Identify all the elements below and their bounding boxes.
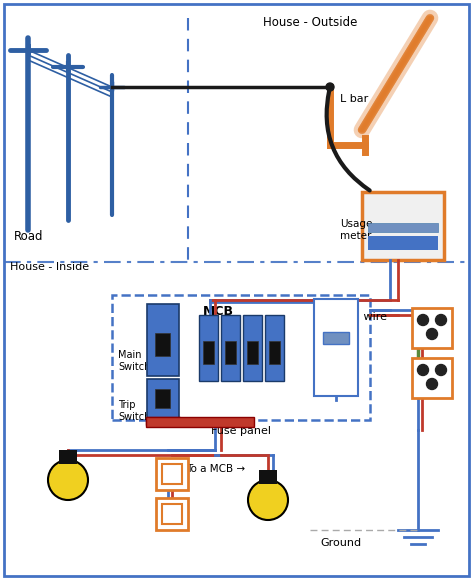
FancyBboxPatch shape [226, 340, 237, 364]
Text: Trip
Switch: Trip Switch [118, 400, 150, 422]
FancyBboxPatch shape [244, 314, 263, 380]
FancyBboxPatch shape [368, 236, 438, 250]
FancyBboxPatch shape [247, 340, 258, 364]
Text: House - Inside: House - Inside [10, 262, 89, 272]
Text: Fuse panel: Fuse panel [211, 426, 271, 436]
FancyBboxPatch shape [265, 314, 284, 380]
FancyBboxPatch shape [162, 464, 182, 484]
FancyBboxPatch shape [59, 450, 77, 464]
FancyBboxPatch shape [146, 417, 180, 425]
Circle shape [326, 83, 334, 91]
FancyBboxPatch shape [147, 379, 179, 421]
Circle shape [427, 328, 438, 339]
FancyBboxPatch shape [314, 299, 358, 396]
FancyBboxPatch shape [155, 332, 171, 356]
Circle shape [418, 364, 428, 375]
FancyBboxPatch shape [323, 332, 349, 344]
Circle shape [436, 364, 447, 375]
FancyBboxPatch shape [221, 314, 240, 380]
Text: House - Outside: House - Outside [263, 16, 357, 29]
FancyBboxPatch shape [162, 504, 182, 524]
FancyBboxPatch shape [203, 340, 215, 364]
FancyBboxPatch shape [412, 308, 452, 348]
FancyBboxPatch shape [147, 304, 179, 376]
FancyBboxPatch shape [362, 192, 444, 260]
Text: L bar: L bar [340, 94, 368, 104]
Text: Usage
meter: Usage meter [340, 219, 373, 241]
Text: Main
Switch: Main Switch [118, 350, 150, 372]
FancyBboxPatch shape [156, 458, 188, 490]
FancyBboxPatch shape [146, 417, 254, 427]
Circle shape [436, 314, 447, 325]
FancyBboxPatch shape [270, 340, 281, 364]
Text: MCB: MCB [202, 305, 234, 318]
Text: Earth wire: Earth wire [330, 312, 387, 322]
Text: Road: Road [14, 230, 44, 243]
FancyBboxPatch shape [259, 470, 277, 484]
FancyBboxPatch shape [4, 4, 469, 576]
Circle shape [248, 480, 288, 520]
FancyBboxPatch shape [155, 389, 171, 408]
Text: To a MCB →: To a MCB → [186, 464, 245, 474]
Circle shape [418, 314, 428, 325]
FancyBboxPatch shape [156, 498, 188, 530]
Circle shape [48, 460, 88, 500]
Circle shape [427, 379, 438, 390]
FancyBboxPatch shape [368, 223, 438, 232]
FancyBboxPatch shape [412, 358, 452, 398]
FancyBboxPatch shape [200, 314, 219, 380]
Text: Ground: Ground [320, 538, 361, 548]
